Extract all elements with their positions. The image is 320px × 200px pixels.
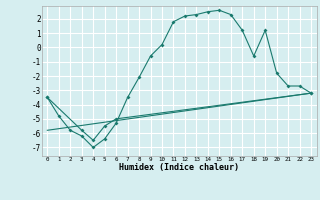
X-axis label: Humidex (Indice chaleur): Humidex (Indice chaleur) [119,163,239,172]
